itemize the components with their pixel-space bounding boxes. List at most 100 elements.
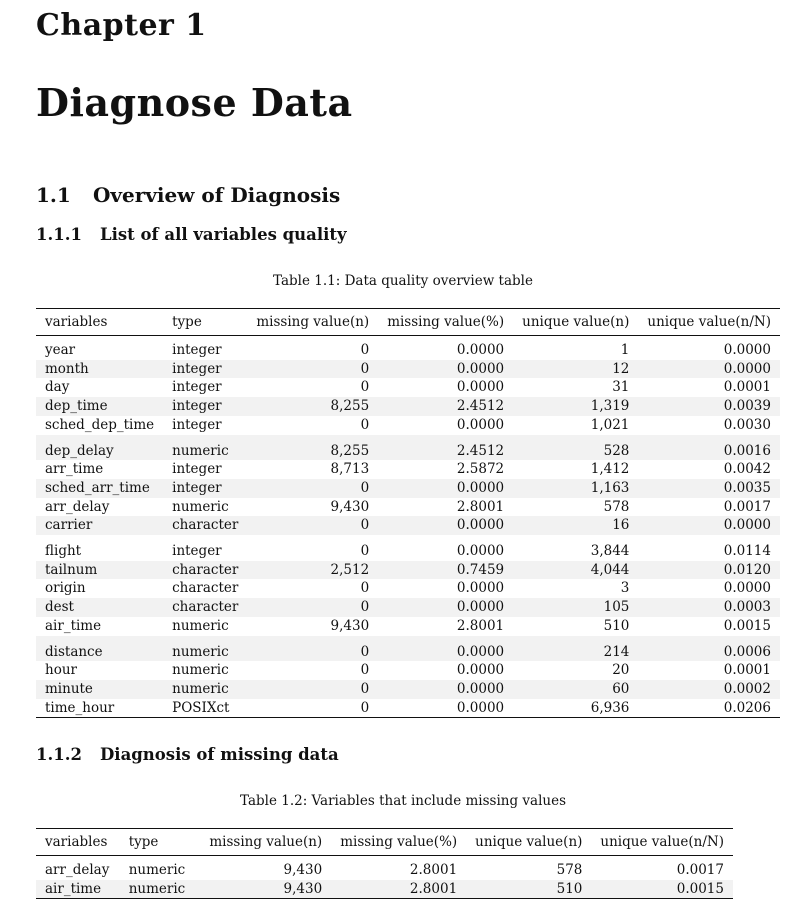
cell-missing-count: 2,512 (247, 560, 379, 580)
cell-missing-count: 0 (360, 379, 370, 396)
cell-type: integer (163, 478, 248, 498)
cell-unique-ratio: 0.0039 (638, 397, 780, 416)
table-row: flight integer 0 0.0000 3,844 0.0114 (36, 535, 780, 561)
column-header: missing value(%) (331, 828, 467, 856)
cell-missing-count: 0 (247, 635, 379, 662)
cell-unique-ratio: 0.0114 (723, 543, 771, 560)
cell-type: integer (163, 397, 248, 416)
cell-unique-count: 3,844 (590, 543, 630, 560)
cell-unique-ratio: 0.0000 (638, 516, 780, 536)
column-header: unique value(n) (466, 828, 592, 856)
cell-variable: arr_time (45, 461, 104, 478)
cell-unique-count: 105 (513, 598, 639, 617)
table-row: origin character 0 0.0000 3 0.0000 (36, 579, 780, 598)
cell-missing-count: 0 (247, 598, 379, 617)
cell-unique-ratio: 0.0042 (723, 461, 771, 478)
table-row: air_time numeric 9,430 2.8001 510 0.0015 (36, 617, 780, 636)
table-row: carrier character 0 0.0000 16 0.0000 (36, 516, 780, 536)
cell-missing-percent: 0.7459 (378, 560, 514, 580)
cell-type: numeric (128, 862, 186, 878)
table-row: arr_delay numeric 9,430 2.8001 578 0.0017 (36, 856, 733, 880)
cell-missing-count: 8,255 (247, 397, 379, 416)
column-header: unique value(n/N) (591, 828, 733, 856)
cell-unique-ratio: 0.0015 (591, 879, 733, 899)
table-row: year integer 0 0.0000 1 0.0000 (36, 336, 780, 360)
subsection-title: Diagnosis of missing data (100, 745, 339, 764)
subsection-number: 1.1.1 (36, 225, 82, 244)
chapter-title: Diagnose Data (36, 80, 353, 125)
cell-missing-percent: 2.5872 (456, 461, 505, 478)
column-header: unique value(n/N) (638, 308, 780, 336)
subsection-title: List of all variables quality (100, 225, 347, 244)
table-row: distance numeric 0 0.0000 214 0.0006 (36, 635, 780, 662)
cell-missing-count: 0 (360, 699, 370, 716)
section-heading: 1.1 Overview of Diagnosis (36, 183, 340, 207)
cell-variable: arr_delay (45, 862, 110, 878)
cell-unique-ratio: 0.0003 (638, 598, 780, 617)
cell-variable: minute (36, 679, 164, 699)
cell-unique-count: 31 (612, 379, 630, 396)
cell-variable: hour (45, 662, 77, 679)
cell-missing-count: 0 (247, 359, 379, 379)
table-row: time_hour POSIXct 0 0.0000 6,936 0.0206 (36, 699, 780, 718)
cell-type: numeric (163, 635, 248, 662)
cell-type: integer (172, 543, 222, 560)
cell-variable: distance (36, 635, 164, 662)
cell-unique-count: 578 (603, 498, 630, 515)
table-row: arr_time integer 8,713 2.5872 1,412 0.0042 (36, 460, 780, 479)
cell-unique-count: 510 (466, 879, 592, 899)
cell-missing-percent: 2.8001 (456, 617, 505, 634)
cell-missing-percent: 0.0000 (456, 543, 505, 560)
cell-unique-ratio: 0.0001 (723, 662, 771, 679)
column-header: variables (36, 828, 120, 856)
cell-missing-count: 0 (247, 478, 379, 498)
table-row: sched_dep_time integer 0 0.0000 1,021 0.0030 (36, 416, 780, 435)
data-quality-table: variables type missing value(n) missing … (36, 308, 780, 719)
cell-unique-ratio: 0.0120 (638, 560, 780, 580)
cell-missing-count: 9,430 (330, 617, 370, 634)
cell-missing-percent: 0.0000 (378, 679, 514, 699)
table-row: dep_time integer 8,255 2.4512 1,319 0.0039 (36, 397, 780, 416)
cell-unique-count: 4,044 (513, 560, 639, 580)
cell-unique-count: 3 (620, 580, 630, 597)
column-header: missing value(n) (200, 828, 332, 856)
cell-variable: dep_time (36, 397, 164, 416)
cell-missing-percent: 2.4512 (378, 397, 514, 416)
cell-unique-count: 6,936 (590, 699, 630, 716)
cell-missing-percent: 0.0000 (378, 598, 514, 617)
cell-type: numeric (172, 498, 229, 515)
cell-missing-percent: 0.0000 (456, 662, 505, 679)
cell-type: numeric (163, 434, 248, 461)
cell-variable: arr_delay (45, 498, 110, 515)
cell-missing-percent: 0.0000 (456, 699, 505, 716)
cell-unique-count: 510 (603, 617, 630, 634)
table-row: day integer 0 0.0000 31 0.0001 (36, 378, 780, 397)
table-row: sched_arr_time integer 0 0.0000 1,163 0.0035 (36, 478, 780, 498)
cell-missing-percent: 0.0000 (378, 635, 514, 662)
cell-missing-percent: 0.0000 (456, 580, 505, 597)
column-header: unique value(n) (513, 308, 639, 336)
cell-variable: sched_dep_time (45, 416, 155, 433)
cell-unique-ratio: 0.0015 (723, 617, 771, 634)
cell-unique-count: 1,021 (590, 416, 630, 433)
cell-variable: sched_arr_time (36, 478, 164, 498)
cell-missing-count: 9,430 (330, 498, 370, 515)
cell-unique-ratio: 0.0016 (638, 434, 780, 461)
cell-missing-percent: 0.0000 (378, 516, 514, 536)
cell-unique-count: 12 (513, 359, 639, 379)
table-row: dep_delay numeric 8,255 2.4512 528 0.0016 (36, 434, 780, 461)
column-header: missing value(n) (247, 308, 379, 336)
cell-unique-ratio: 0.0030 (723, 416, 771, 433)
cell-missing-percent: 2.8001 (409, 862, 458, 878)
cell-missing-count: 8,713 (330, 461, 370, 478)
column-header: variables (36, 308, 164, 336)
cell-missing-count: 0 (360, 580, 370, 597)
table-row: arr_delay numeric 9,430 2.8001 578 0.0017 (36, 498, 780, 517)
cell-variable: flight (45, 543, 82, 560)
table-row: hour numeric 0 0.0000 20 0.0001 (36, 661, 780, 680)
chapter-label: Chapter 1 (36, 8, 207, 43)
cell-unique-count: 1,319 (513, 397, 639, 416)
table-row: tailnum character 2,512 0.7459 4,044 0.0120 (36, 560, 780, 580)
cell-variable: carrier (36, 516, 164, 536)
cell-missing-percent: 0.0000 (456, 342, 505, 358)
